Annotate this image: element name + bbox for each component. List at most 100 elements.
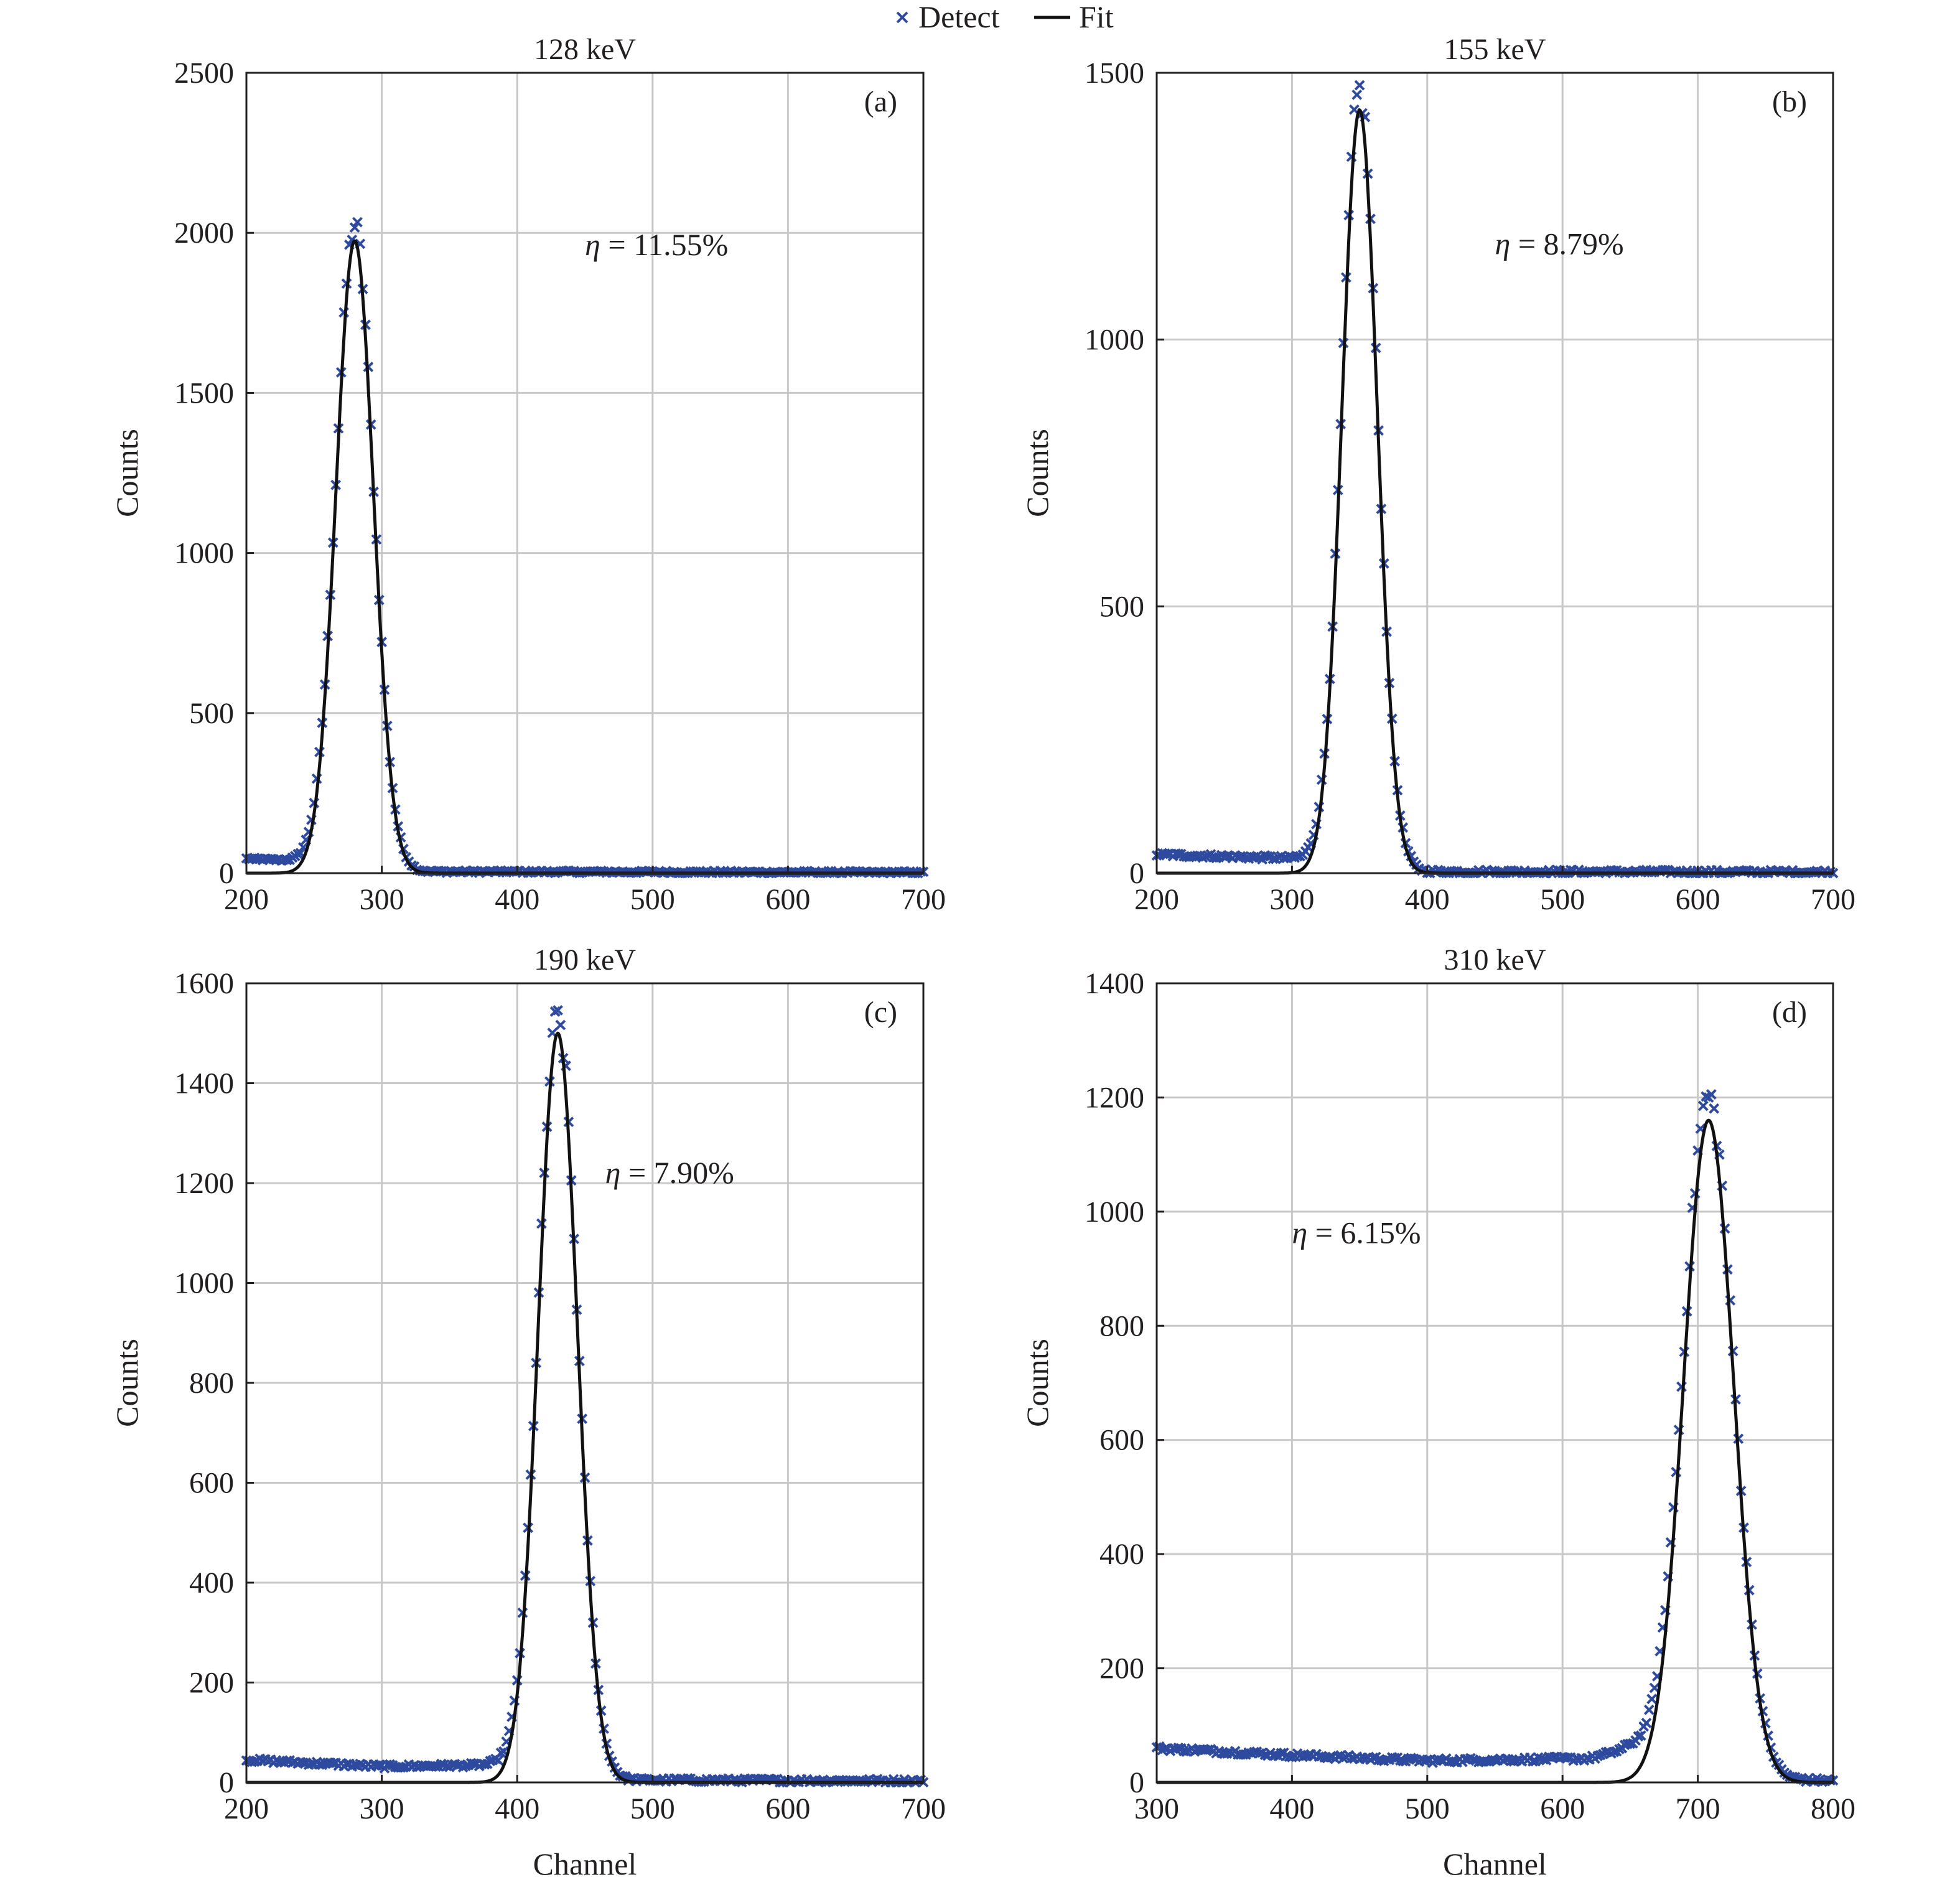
- chart-panel-1: 200 300 400 500 600 700 0 500 1000 1500 155 keV (b)…: [1020, 33, 1855, 916]
- y-tick-label: 800: [189, 1367, 234, 1400]
- y-axis-label: Counts: [1020, 1339, 1055, 1427]
- fit-curve: [246, 239, 923, 875]
- x-tick-label: 600: [765, 1792, 810, 1825]
- efficiency-annotation: η = 6.15%: [1292, 1215, 1421, 1250]
- detect-point: [493, 1755, 504, 1766]
- detect-point: [1709, 1103, 1720, 1114]
- detect-point: [1162, 848, 1173, 859]
- detect-point: [1468, 1754, 1479, 1765]
- detect-point: [327, 1758, 338, 1769]
- x-tick-label: 700: [901, 883, 946, 916]
- detect-point: [553, 1004, 563, 1016]
- detect-point: [352, 217, 363, 228]
- x-tick-label: 700: [1676, 1792, 1720, 1825]
- x-tick-label: 400: [495, 1792, 539, 1825]
- legend-detect-label: Detect: [918, 0, 1000, 34]
- y-tick-label: 1400: [174, 1067, 234, 1100]
- x-tick-label: 300: [360, 883, 404, 916]
- y-tick-label: 500: [1099, 590, 1144, 623]
- y-axis-label: Counts: [1020, 429, 1055, 517]
- detect-point: [1646, 1693, 1658, 1705]
- x-tick-label: 300: [1269, 883, 1314, 916]
- plot-frame: [245, 72, 925, 874]
- detect-point: [460, 1761, 471, 1772]
- plot-frame: [1155, 72, 1834, 874]
- y-tick-label: 2000: [174, 217, 234, 250]
- x-tick-label: 300: [1134, 1792, 1179, 1825]
- y-tick-label: 200: [189, 1667, 234, 1700]
- detect-point: [1633, 1731, 1644, 1742]
- x-axis-label: Channel: [533, 1847, 637, 1881]
- x-tick-label: 700: [1811, 883, 1855, 916]
- detect-point: [1449, 1756, 1460, 1767]
- chart-title: 155 keV: [1444, 33, 1546, 66]
- x-tick-label: 400: [495, 883, 539, 916]
- detect-point: [1354, 80, 1365, 91]
- y-tick-label: 1600: [174, 967, 234, 1000]
- detect-point: [1173, 848, 1184, 859]
- x-tick-label: 400: [1269, 1792, 1314, 1825]
- detect-point: [341, 1759, 352, 1769]
- detect-point: [469, 1758, 479, 1769]
- y-tick-label: 1000: [1085, 1196, 1144, 1229]
- y-tick-label: 1500: [174, 377, 234, 410]
- detect-point: [349, 222, 360, 233]
- x-tick-label: 500: [630, 883, 675, 916]
- detect-point: [431, 1761, 442, 1772]
- x-tick-label: 500: [630, 1792, 675, 1825]
- legend-fit-label: Fit: [1079, 0, 1114, 34]
- y-axis-label: Counts: [110, 429, 144, 517]
- detect-point: [1368, 1752, 1379, 1763]
- y-tick-label: 2500: [174, 57, 234, 90]
- detect-point: [479, 1759, 490, 1770]
- detect-point: [1262, 851, 1273, 862]
- panel-tag: (a): [864, 85, 897, 118]
- y-tick-label: 1500: [1085, 57, 1144, 90]
- legend: Detect Fit: [896, 0, 1114, 34]
- y-tick-label: 800: [1099, 1309, 1144, 1342]
- y-tick-label: 600: [189, 1467, 234, 1500]
- detect-point: [1706, 1089, 1717, 1100]
- detect-point: [1278, 853, 1289, 864]
- detect-point: [385, 1759, 396, 1770]
- fit-curve: [1157, 108, 1833, 875]
- chart-title: 190 keV: [534, 943, 636, 976]
- detect-point: [1608, 1746, 1620, 1758]
- detect-point: [1538, 1754, 1549, 1765]
- y-tick-label: 1200: [1085, 1081, 1144, 1114]
- detect-point: [1398, 1756, 1409, 1767]
- detect-point: [1641, 1718, 1652, 1728]
- x-tick-label: 200: [1134, 883, 1179, 916]
- y-tick-label: 400: [1099, 1538, 1144, 1571]
- x-tick-label: 700: [901, 1792, 946, 1825]
- detect-point: [373, 1759, 385, 1771]
- y-tick-label: 0: [219, 1766, 234, 1799]
- detect-point: [1159, 1743, 1170, 1754]
- x-tick-label: 500: [1405, 1792, 1450, 1825]
- x-tick-label: 500: [1540, 883, 1585, 916]
- y-tick-label: 0: [1129, 857, 1144, 890]
- detect-point: [398, 1762, 409, 1773]
- efficiency-annotation: η = 11.55%: [585, 227, 728, 262]
- plot-frame: [1155, 982, 1834, 1784]
- detect-point: [1697, 1100, 1709, 1112]
- detect-point: [1625, 1738, 1636, 1749]
- detect-point: [1173, 1742, 1184, 1753]
- detect-point: [249, 1756, 260, 1767]
- detect-point: [1276, 1748, 1287, 1759]
- y-tick-label: 0: [1129, 1766, 1144, 1799]
- detect-point: [1211, 853, 1222, 864]
- detect-point: [1562, 1752, 1574, 1763]
- chart-panel-0: 200 300 400 500 600 700 0 500 1000 1500 2000 2500 12…: [110, 33, 946, 916]
- x-tick-label: 600: [765, 883, 810, 916]
- y-axis-label: Counts: [110, 1339, 144, 1427]
- x-tick-label: 300: [360, 1792, 404, 1825]
- detect-point: [555, 1019, 566, 1031]
- chart-title: 128 keV: [534, 33, 636, 66]
- x-tick-label: 600: [1676, 883, 1720, 916]
- fit-curve: [1157, 1118, 1833, 1784]
- panel-tag: (c): [864, 996, 897, 1029]
- y-tick-label: 0: [219, 857, 234, 890]
- detect-point: [281, 854, 292, 866]
